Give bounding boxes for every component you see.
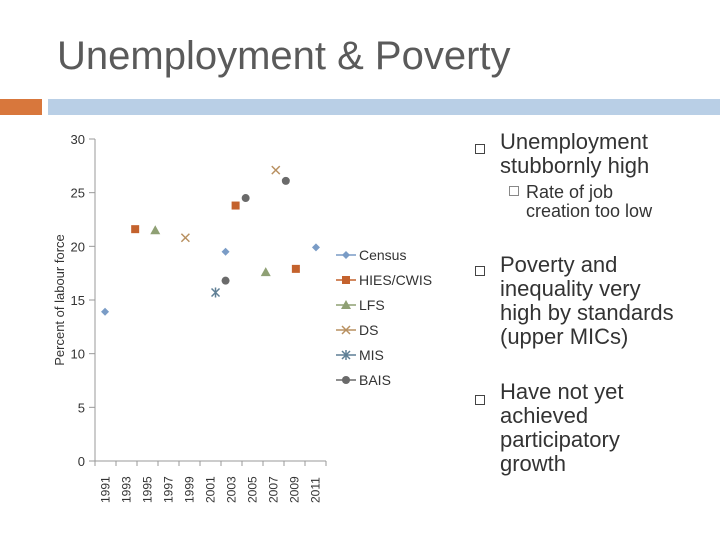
data-point-ds (271, 165, 281, 175)
y-tick-label: 10 (71, 347, 85, 362)
legend-label: BAIS (359, 372, 391, 388)
legend-item: HIES/CWIS (336, 272, 432, 288)
x-tick-label: 1997 (162, 476, 176, 503)
y-tick-label: 25 (71, 186, 85, 201)
x-tick-label: 2011 (309, 477, 323, 503)
bullet-1-subtext: Rate of job creation too low (526, 182, 653, 221)
legend-item: BAIS (336, 372, 391, 388)
x-tick-label: 2001 (204, 476, 218, 503)
data-point-census (311, 243, 320, 252)
legend-label: LFS (359, 297, 385, 313)
data-point-census (221, 247, 230, 256)
y-tick-label: 20 (71, 239, 85, 254)
legend-marker (341, 350, 351, 360)
data-point-mis (210, 287, 221, 298)
data-point-bais (241, 194, 250, 203)
bullet-1-text: Unemployment stubbornly high (500, 129, 650, 178)
bullet-square-icon (475, 144, 485, 154)
legend-marker (342, 276, 350, 284)
legend-item: MIS (336, 347, 384, 363)
x-tick-label: 1999 (183, 476, 197, 503)
data-point-hies-cwis (231, 201, 240, 210)
slide-title: Unemployment & Poverty (57, 34, 511, 78)
sub-bullet-square-icon (509, 186, 519, 196)
unemployment-chart: 0 5 10 15 20 25 30 1991 1993 1995 1997 1999 2001 2003… (52, 132, 432, 503)
y-tick-label: 5 (78, 400, 85, 415)
legend-label: MIS (359, 347, 384, 363)
accent-band-orange (0, 99, 42, 115)
x-tick-label: 2005 (246, 476, 260, 503)
legend-marker (342, 376, 350, 384)
y-tick-label: 30 (71, 132, 85, 147)
bullet-3-text: Have not yet achieved participatory grow… (500, 379, 624, 476)
y-axis-title: Percent of labour force (52, 234, 67, 366)
legend-marker (341, 300, 351, 309)
legend-label: DS (359, 322, 378, 338)
legend-label: HIES/CWIS (359, 272, 432, 288)
legend-label: Census (359, 247, 406, 263)
legend-item: DS (336, 322, 378, 338)
data-point-bais (281, 176, 290, 185)
data-point-bais (221, 276, 230, 285)
bullet-2-text: Poverty and inequality very high by stan… (500, 252, 674, 349)
x-tick-label: 2009 (288, 476, 302, 503)
data-point-ds (180, 233, 190, 243)
data-point-census (101, 307, 110, 316)
data-point-lfs (150, 225, 161, 235)
x-tick-label: 1995 (141, 476, 155, 503)
x-tick-label: 2003 (225, 476, 239, 503)
bullet-square-icon (475, 266, 485, 276)
legend-item: Census (336, 247, 406, 263)
data-point-hies-cwis (131, 225, 140, 234)
data-point-lfs (260, 267, 271, 277)
bullet-square-icon (475, 395, 485, 405)
y-tick-label: 15 (71, 293, 85, 308)
legend-item: LFS (336, 297, 385, 313)
y-tick-label: 0 (78, 454, 85, 469)
legend-marker (341, 325, 351, 335)
accent-band-blue (48, 99, 720, 115)
x-tick-label: 1993 (120, 476, 134, 503)
legend-marker (342, 251, 350, 259)
x-tick-label: 1991 (99, 476, 113, 503)
data-point-hies-cwis (291, 264, 300, 273)
x-tick-label: 2007 (267, 476, 281, 503)
